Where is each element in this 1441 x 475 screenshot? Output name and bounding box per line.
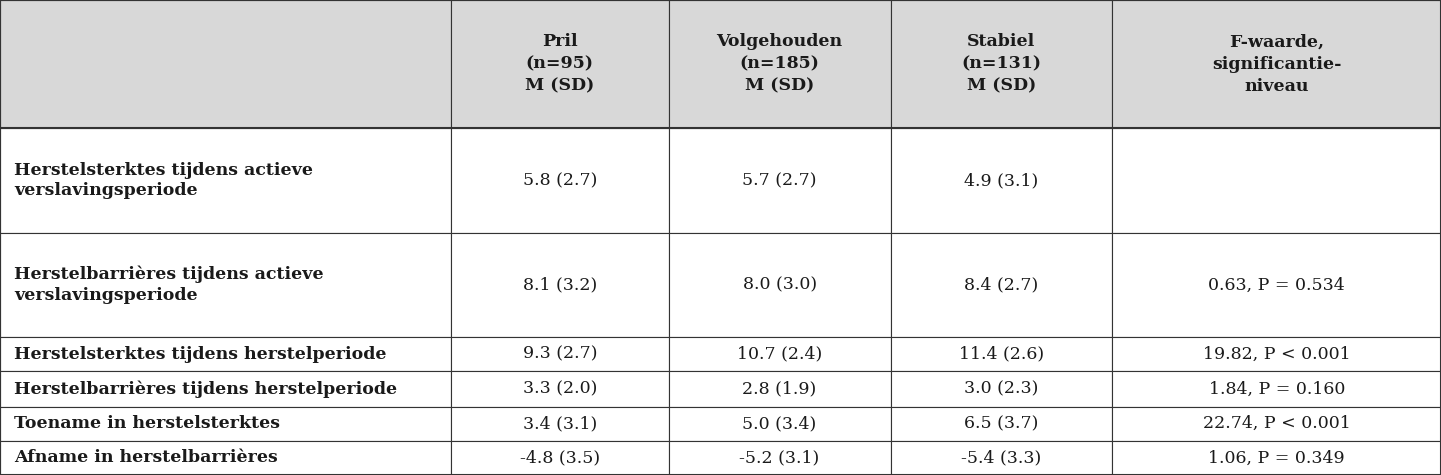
Bar	[669, 0, 891, 128]
Bar	[451, 128, 669, 233]
Text: 3.4 (3.1): 3.4 (3.1)	[523, 415, 597, 432]
Text: 1.84, P = 0.160: 1.84, P = 0.160	[1209, 380, 1344, 398]
Bar	[669, 407, 891, 441]
Text: 19.82, P < 0.001: 19.82, P < 0.001	[1203, 346, 1350, 363]
Bar	[669, 128, 891, 233]
Text: 9.3 (2.7): 9.3 (2.7)	[523, 346, 597, 363]
Text: Herstelbarrières tijdens herstelperiode: Herstelbarrières tijdens herstelperiode	[14, 380, 398, 398]
Text: -4.8 (3.5): -4.8 (3.5)	[520, 449, 599, 466]
Bar	[0, 441, 451, 475]
Bar	[451, 407, 669, 441]
Bar	[0, 0, 451, 128]
Bar	[1112, 407, 1441, 441]
Text: 8.0 (3.0): 8.0 (3.0)	[742, 276, 817, 294]
Bar	[0, 407, 451, 441]
Text: 22.74, P < 0.001: 22.74, P < 0.001	[1203, 415, 1350, 432]
Bar	[451, 441, 669, 475]
Bar	[891, 0, 1112, 128]
Text: Herstelsterktes tijdens herstelperiode: Herstelsterktes tijdens herstelperiode	[14, 346, 388, 363]
Bar	[0, 371, 451, 407]
Bar	[891, 407, 1112, 441]
Text: 2.8 (1.9): 2.8 (1.9)	[742, 380, 817, 398]
Text: 5.7 (2.7): 5.7 (2.7)	[742, 172, 817, 189]
Bar	[891, 441, 1112, 475]
Text: 4.9 (3.1): 4.9 (3.1)	[964, 172, 1039, 189]
Bar	[669, 337, 891, 371]
Bar	[1112, 233, 1441, 337]
Bar	[451, 0, 669, 128]
Text: 3.3 (2.0): 3.3 (2.0)	[523, 380, 597, 398]
Bar	[891, 371, 1112, 407]
Text: 10.7 (2.4): 10.7 (2.4)	[736, 346, 823, 363]
Bar	[1112, 371, 1441, 407]
Text: Pril
(n=95)
M (SD): Pril (n=95) M (SD)	[525, 33, 595, 95]
Text: Afname in herstelbarrières: Afname in herstelbarrières	[14, 449, 278, 466]
Text: Volgehouden
(n=185)
M (SD): Volgehouden (n=185) M (SD)	[716, 33, 843, 95]
Text: 0.63, P = 0.534: 0.63, P = 0.534	[1209, 276, 1344, 294]
Text: Stabiel
(n=131)
M (SD): Stabiel (n=131) M (SD)	[961, 33, 1042, 95]
Bar	[669, 441, 891, 475]
Bar	[0, 128, 451, 233]
Bar	[451, 371, 669, 407]
Bar	[891, 337, 1112, 371]
Text: 1.06, P = 0.349: 1.06, P = 0.349	[1209, 449, 1344, 466]
Text: 11.4 (2.6): 11.4 (2.6)	[958, 346, 1045, 363]
Text: -5.2 (3.1): -5.2 (3.1)	[739, 449, 820, 466]
Text: Herstelsterktes tijdens actieve
verslavingsperiode: Herstelsterktes tijdens actieve verslavi…	[14, 162, 313, 199]
Bar	[1112, 0, 1441, 128]
Bar	[669, 233, 891, 337]
Text: Toename in herstelsterktes: Toename in herstelsterktes	[14, 415, 281, 432]
Bar	[891, 233, 1112, 337]
Text: 8.1 (3.2): 8.1 (3.2)	[523, 276, 597, 294]
Text: F-waarde,
significantie-
niveau: F-waarde, significantie- niveau	[1212, 33, 1342, 95]
Text: 5.0 (3.4): 5.0 (3.4)	[742, 415, 817, 432]
Bar	[891, 128, 1112, 233]
Text: 3.0 (2.3): 3.0 (2.3)	[964, 380, 1039, 398]
Text: 5.8 (2.7): 5.8 (2.7)	[523, 172, 597, 189]
Text: Herstelbarrières tijdens actieve
verslavingsperiode: Herstelbarrières tijdens actieve verslav…	[14, 266, 324, 304]
Bar	[1112, 441, 1441, 475]
Text: 6.5 (3.7): 6.5 (3.7)	[964, 415, 1039, 432]
Bar	[1112, 128, 1441, 233]
Text: -5.4 (3.3): -5.4 (3.3)	[961, 449, 1042, 466]
Bar	[0, 233, 451, 337]
Bar	[451, 233, 669, 337]
Bar	[451, 337, 669, 371]
Bar	[669, 371, 891, 407]
Bar	[0, 337, 451, 371]
Bar	[1112, 337, 1441, 371]
Text: 8.4 (2.7): 8.4 (2.7)	[964, 276, 1039, 294]
